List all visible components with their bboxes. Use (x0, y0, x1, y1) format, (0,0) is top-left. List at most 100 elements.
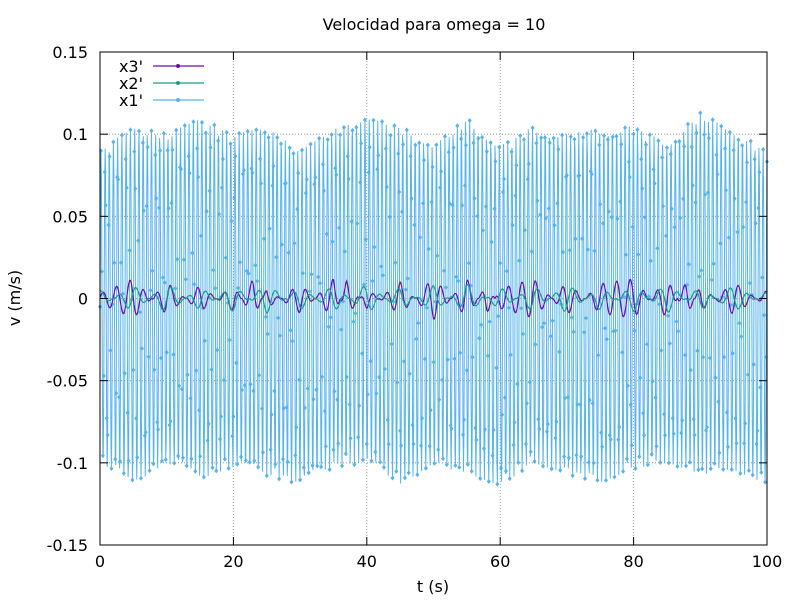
series-x1-point (232, 195, 237, 201)
series-x1-point (643, 142, 648, 148)
series-x1-point (136, 238, 141, 244)
series-x1-point (289, 479, 294, 485)
series-x1-point (353, 310, 358, 316)
series-x1-point (340, 463, 345, 469)
series-x1-point (524, 400, 529, 406)
series-x1-point (593, 128, 598, 134)
series-x1-point (669, 206, 674, 212)
series-x1-point (155, 419, 160, 425)
series-x1-point (167, 422, 172, 428)
series-x1-point (533, 341, 538, 347)
series-x1-point (484, 149, 489, 155)
series-x1-point (541, 463, 546, 469)
series-x1-point (295, 206, 300, 212)
series-x1-point (242, 382, 247, 388)
series-x1-point (565, 394, 570, 400)
series-x1-point (411, 441, 416, 447)
series-x1-point (308, 141, 313, 147)
series-x1-point (475, 213, 480, 219)
series-x1-point (331, 447, 336, 453)
legend-marker-x1 (176, 98, 180, 102)
series-x1-point (187, 170, 192, 176)
series-x1-point (108, 347, 113, 353)
series-x1-point (748, 138, 753, 144)
series-x1-point (100, 453, 105, 459)
series-x1-point (160, 274, 165, 280)
series-x1-point (231, 413, 236, 419)
series-x1-point (560, 132, 565, 138)
series-x1-point (600, 444, 605, 450)
series-x1-point (291, 150, 296, 156)
series-x1-point (130, 477, 135, 483)
series-x1-point (490, 453, 495, 459)
series-x1-point (501, 189, 506, 195)
series-x1-point (113, 456, 118, 462)
series-x1-point (530, 125, 535, 131)
series-x1-point (667, 341, 672, 347)
series-x1-point (208, 144, 213, 150)
series-x1-point (494, 365, 499, 371)
series-x1-point (553, 435, 558, 441)
series-x1-point (544, 429, 549, 435)
series-x1-point (146, 354, 151, 360)
series-x1-point (255, 278, 260, 284)
series-x1-point (509, 149, 514, 155)
series-x1-point (298, 477, 303, 483)
series-x1-point (124, 185, 129, 191)
series-x1-point (193, 468, 198, 474)
series-x1-point (532, 458, 537, 464)
series-x1-point (686, 261, 691, 267)
series-x1-point (551, 135, 556, 141)
series-x1-point (736, 137, 741, 143)
series-x1-point (274, 254, 279, 260)
series-x1-point (474, 437, 479, 443)
series-x1-point (456, 278, 461, 284)
series-x1-point (131, 367, 136, 373)
series-x1-point (650, 378, 655, 384)
series-x1-point (188, 395, 193, 401)
series-x1-point (301, 465, 306, 471)
series-x1-point (753, 220, 758, 226)
series-x1-point (605, 136, 610, 142)
series-x1-point (358, 179, 363, 185)
series-x1-point (683, 352, 688, 358)
series-x1-point (365, 391, 370, 397)
series-x1-point (214, 468, 219, 474)
series-x1-point (701, 354, 706, 360)
series-x1-point (519, 305, 524, 311)
series-x1-point (702, 132, 707, 138)
series-x1-point (685, 121, 690, 127)
series-x1-point (205, 437, 210, 443)
series-x1-point (319, 464, 324, 470)
series-x1-point (516, 460, 521, 466)
series-x1-point (191, 119, 196, 125)
series-x1-point (661, 203, 666, 209)
series-x1-point (362, 117, 367, 123)
series-x1-point (162, 280, 167, 286)
series-x1-point (652, 180, 657, 186)
series-x1-point (360, 350, 365, 356)
series-x1-point (441, 268, 446, 274)
series-x1-point (182, 123, 187, 129)
series-x1-point (419, 443, 424, 449)
series-x1-point (401, 358, 406, 364)
series-x1-point (285, 459, 290, 465)
series-x1-point (166, 205, 171, 211)
series-x1-point (118, 260, 123, 266)
series-x1-point (754, 441, 759, 447)
y-tick-label: -0.15 (47, 536, 88, 555)
series-x1-point (427, 443, 432, 449)
series-x1-point (558, 467, 563, 473)
series-x1-point (450, 202, 455, 208)
legend-label-x2: x2' (119, 74, 143, 93)
series-x1-point (617, 424, 622, 430)
series-x1-point (278, 333, 283, 339)
series-x1-point (462, 182, 467, 188)
series-x1-point (341, 124, 346, 130)
series-x1-point (489, 239, 494, 245)
series-x1-point (239, 387, 244, 393)
series-x1-point (673, 139, 678, 145)
series-x1-point (678, 215, 683, 221)
series-x1-point (548, 333, 553, 339)
series-x1-point (244, 268, 249, 274)
